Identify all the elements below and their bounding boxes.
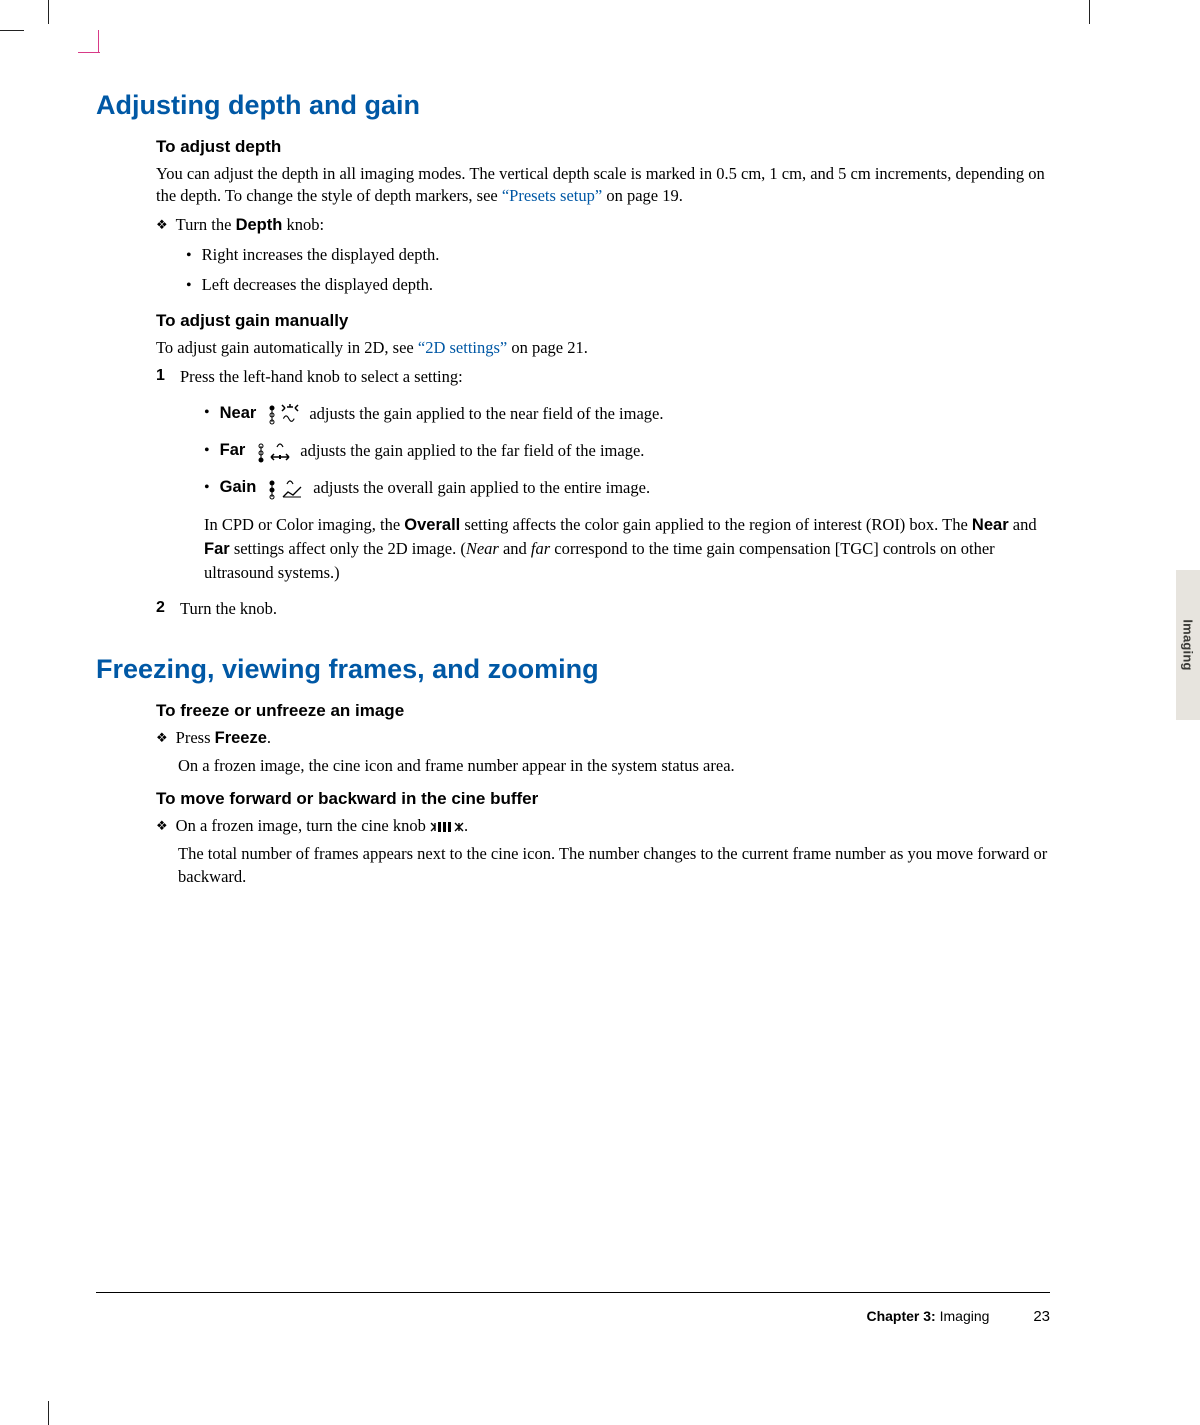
footer-rule [96, 1292, 1050, 1293]
list-item: • Gain adjusts the overall gain applied … [204, 476, 1050, 499]
crop-mark [0, 30, 24, 31]
diamond-icon: ❖ [156, 216, 168, 234]
subheading-adjust-gain: To adjust gain manually [156, 311, 1050, 331]
text: Left decreases the displayed depth. [202, 272, 433, 298]
setting-name-far: Far [220, 439, 246, 462]
subheading-cine: To move forward or backward in the cine … [156, 789, 1050, 809]
button-name: Freeze [215, 729, 267, 747]
knob-name: Depth [236, 216, 283, 234]
text: settings affect only the 2D image. ( [230, 539, 466, 558]
text: Press Freeze. [176, 727, 271, 749]
text: . [267, 728, 271, 747]
side-tab: Imaging [1176, 570, 1200, 720]
text: Right increases the displayed depth. [202, 242, 440, 268]
setting-name: Far [204, 540, 230, 558]
paragraph: You can adjust the depth in all imaging … [156, 163, 1050, 208]
section-heading-depth-gain: Adjusting depth and gain [96, 90, 1090, 121]
text: and [499, 539, 531, 558]
setting-name: Overall [404, 516, 460, 534]
text: and [1009, 515, 1037, 534]
diamond-icon: ❖ [156, 817, 168, 835]
text: In CPD or Color imaging, the [204, 515, 404, 534]
diamond-bullet: ❖ Turn the Depth knob: [156, 214, 1050, 236]
page-footer: Chapter 3: Imaging 23 [866, 1308, 1050, 1325]
text: . [464, 816, 468, 835]
list-item: • Far adjusts the gain applied to the fa… [204, 439, 1050, 462]
text: adjusts the gain applied to the near fie… [309, 402, 663, 425]
text: On a frozen image, turn the cine knob [176, 816, 430, 835]
footer-chapter-title: Imaging [940, 1308, 990, 1324]
text: Press [176, 728, 215, 747]
text: on page 19. [602, 186, 683, 205]
bullet-icon: • [204, 480, 210, 496]
setting-name-near: Near [220, 402, 257, 425]
crop-mark [1089, 0, 1090, 24]
far-gain-icon [255, 442, 290, 464]
step-number: 2 [156, 597, 170, 620]
near-gain-icon [266, 404, 299, 426]
bullet-icon: • [186, 248, 192, 264]
text: Press the left-hand knob to select a set… [180, 367, 463, 386]
crop-mark-accent [78, 52, 100, 53]
paragraph: The total number of frames appears next … [178, 843, 1050, 888]
crop-mark [48, 1401, 49, 1425]
paragraph: In CPD or Color imaging, the Overall set… [204, 513, 1050, 584]
diamond-icon: ❖ [156, 729, 168, 747]
side-tab-label: Imaging [1181, 619, 1196, 670]
crop-mark-accent [98, 30, 99, 52]
paragraph: On a frozen image, the cine icon and fra… [178, 755, 1050, 777]
bullet-icon: • [204, 443, 210, 459]
bullet-icon: • [204, 405, 210, 421]
list-item: • Right increases the displayed depth. [186, 242, 1050, 268]
footer-chapter-label: Chapter 3: [866, 1308, 935, 1324]
diamond-bullet: ❖ Press Freeze. [156, 727, 1050, 749]
crop-mark [48, 0, 49, 24]
text: adjusts the overall gain applied to the … [313, 476, 650, 499]
subheading-freeze: To freeze or unfreeze an image [156, 701, 1050, 721]
bullet-icon: • [186, 278, 192, 294]
text: Turn the knob. [180, 599, 277, 618]
italic-text: Near [466, 539, 499, 558]
diamond-bullet: ❖ On a frozen image, turn the cine knob … [156, 815, 1050, 837]
text: On a frozen image, turn the cine knob . [176, 815, 468, 837]
setting-name-gain: Gain [220, 476, 257, 499]
overall-gain-icon [266, 479, 303, 501]
link-2d-settings[interactable]: “2D settings” [418, 338, 507, 357]
step-row: 2 Turn the knob. [156, 597, 1050, 620]
italic-text: far [531, 539, 550, 558]
text: on page 21. [507, 338, 588, 357]
cine-knob-icon [430, 817, 464, 836]
text: Turn the [176, 215, 236, 234]
setting-name: Near [972, 516, 1009, 534]
list-item: • Left decreases the displayed depth. [186, 272, 1050, 298]
section-heading-freezing: Freezing, viewing frames, and zooming [96, 654, 1090, 685]
list-item: • Near adjusts the gain applied to the n… [204, 402, 1050, 425]
text: Turn the Depth knob: [176, 214, 324, 236]
page-content: Adjusting depth and gain To adjust depth… [96, 90, 1090, 1335]
text: knob: [282, 215, 324, 234]
footer-page-number: 23 [1033, 1308, 1050, 1325]
text: setting affects the color gain applied t… [460, 515, 972, 534]
link-presets-setup[interactable]: “Presets setup” [502, 186, 602, 205]
paragraph: To adjust gain automatically in 2D, see … [156, 337, 1050, 359]
text: To adjust gain automatically in 2D, see [156, 338, 418, 357]
step-row: 1 Press the left-hand knob to select a s… [156, 365, 1050, 591]
text: adjusts the gain applied to the far fiel… [300, 439, 644, 462]
subheading-adjust-depth: To adjust depth [156, 137, 1050, 157]
step-number: 1 [156, 365, 170, 591]
